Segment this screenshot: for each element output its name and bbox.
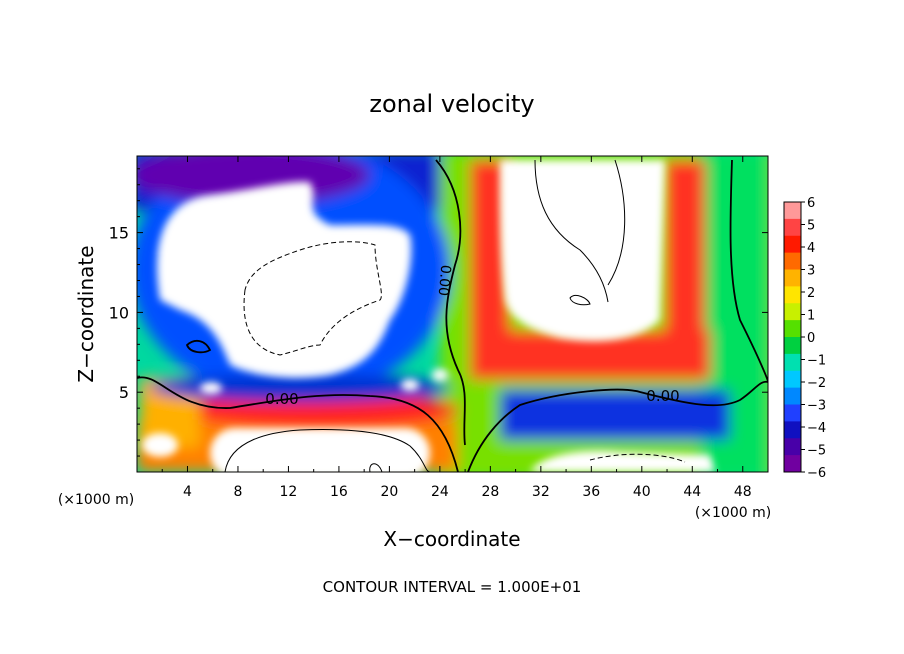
heatmap-field <box>137 156 768 472</box>
colorbar-swatch <box>784 455 801 473</box>
colorbar-tick-label: −4 <box>807 421 826 436</box>
colorbar-swatch <box>784 218 801 237</box>
colorbar-tick-label: −5 <box>807 444 826 459</box>
x-unit-label-right: (×1000 m) <box>695 505 771 521</box>
x-axis-title: X−coordinate <box>383 527 520 551</box>
colorbar-swatch <box>784 337 801 355</box>
x-tick-label: 40 <box>633 484 651 500</box>
x-tick-label: 12 <box>280 484 298 500</box>
x-unit-label-left: (×1000 m) <box>58 492 134 508</box>
colorbar-tick-label: 6 <box>807 196 815 211</box>
contour-label: 0.00 <box>265 390 298 408</box>
colorbar-swatch <box>784 404 801 422</box>
colorbar-tick-label: 4 <box>807 241 815 256</box>
colorbar-swatch <box>784 438 801 456</box>
x-tick-label: 24 <box>431 484 449 500</box>
x-tick-label: 32 <box>532 484 550 500</box>
y-tick-label: 5 <box>119 383 129 402</box>
plot-frame <box>136 155 769 473</box>
x-tick-label: 8 <box>233 484 242 500</box>
colorbar-swatch <box>784 320 801 338</box>
colorbar-tick-label: 1 <box>807 309 815 324</box>
colorbar-tick-label: 2 <box>807 286 815 301</box>
colorbar-tick-label: 3 <box>807 264 815 279</box>
x-tick-label: 28 <box>481 484 499 500</box>
contour-label: 0.00 <box>435 264 454 296</box>
colorbar-tick-label: −2 <box>807 376 826 391</box>
y-tick-label: 15 <box>109 224 129 243</box>
colorbar-swatch <box>784 202 801 220</box>
colorbar-swatch <box>784 370 801 389</box>
colorbar-swatch <box>784 353 801 372</box>
colorbar-swatch <box>784 387 801 405</box>
x-axis: 4 8 12 16 20 24 28 32 36 40 44 48 <box>161 156 752 500</box>
y-tick-label: 10 <box>109 303 129 322</box>
x-tick-label: 44 <box>683 484 701 500</box>
colorbar-swatch <box>784 421 801 439</box>
colorbar-tick-label: −6 <box>807 466 826 481</box>
colorbar-tick-label: −3 <box>807 399 826 414</box>
colorbar-tick-label: 0 <box>807 331 815 346</box>
colorbar-swatch <box>784 252 801 270</box>
chart-title: zonal velocity <box>369 90 534 118</box>
x-tick-label: 16 <box>330 484 348 500</box>
y-axis-title: Z−coordinate <box>74 245 98 382</box>
colorbar-swatch <box>784 286 801 304</box>
contour-labels: 0.00 0.00 0.00 <box>265 264 679 408</box>
colorbar-tick-label: 5 <box>807 219 815 234</box>
colorbar-swatch <box>784 235 801 254</box>
colorbar-swatch <box>784 269 801 287</box>
contour-label: 0.00 <box>646 387 679 405</box>
contour-interval-note: CONTOUR INTERVAL = 1.000E+01 <box>323 578 582 596</box>
colorbar: 6 5 4 3 2 1 0 −1 −2 −3 −4 −5 −6 <box>783 196 826 481</box>
x-tick-label: 20 <box>380 484 398 500</box>
x-tick-label: 48 <box>734 484 752 500</box>
y-axis: 5 10 15 <box>109 168 768 457</box>
x-tick-label: 36 <box>582 484 600 500</box>
x-tick-label: 4 <box>183 484 192 500</box>
colorbar-swatch <box>784 303 801 321</box>
colorbar-tick-label: −1 <box>807 354 826 369</box>
